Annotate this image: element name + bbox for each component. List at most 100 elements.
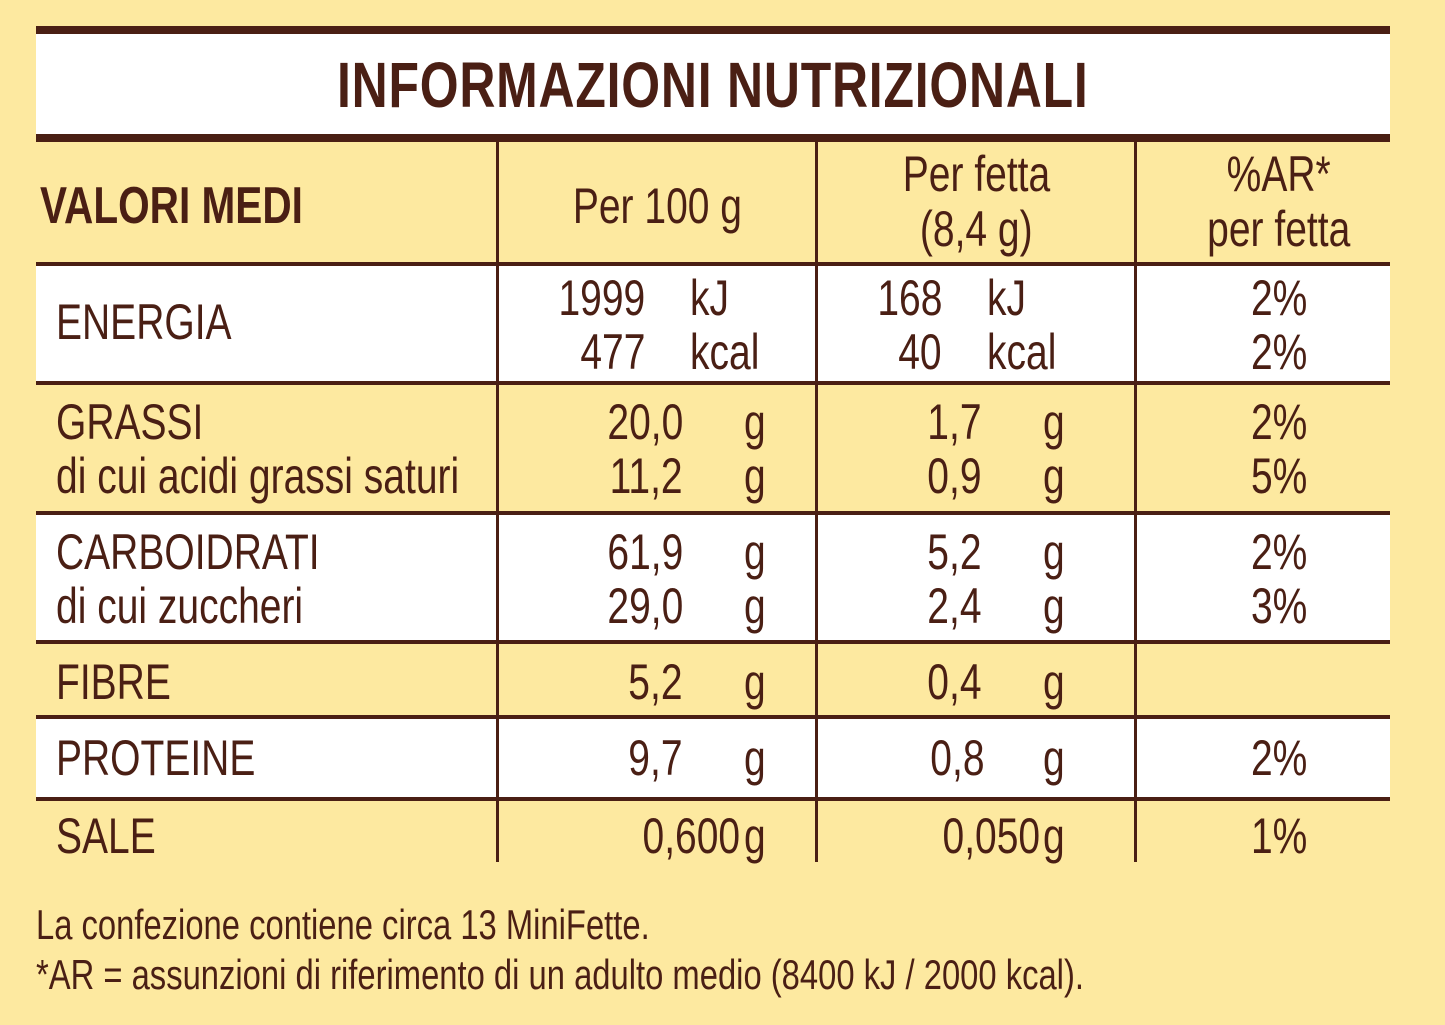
header-col3-line1: %AR* [1226,146,1332,202]
row-divider [36,797,1390,801]
footer-package-note: La confezione contiene circa 13 MiniFett… [36,902,823,948]
label-text: PROTEINE [56,730,256,786]
ar-value: 2% [1137,732,1421,784]
unit-text: g [1043,524,1065,580]
per100-unit: kcal [690,326,779,378]
title-band [36,34,1390,134]
perslice-value: 0,8 [830,732,985,784]
row-label-proteine: PROTEINE [56,732,312,784]
ar-value: 2% [1137,272,1421,324]
unit-text: g [744,654,766,710]
ar-text: 2% [1250,394,1308,450]
label-text: GRASSI [56,394,204,450]
value-text: 20,0 [607,394,683,450]
per100-value: 0,600 [520,810,740,862]
row-label-energia: ENERGIA [56,296,281,348]
value-text: 5,2 [628,654,683,710]
ar-text: 2% [1250,324,1308,380]
row-divider [36,381,1390,385]
ar-text: 2% [1250,270,1308,326]
ar-value: 2% [1137,326,1421,378]
per100-unit: g [744,450,772,502]
row-label-fibre: FIBRE [56,656,203,708]
header-col0-text: VALORI MEDI [40,177,303,235]
value-text: 0,9 [927,448,982,504]
value-text: 0,050 [942,808,1040,864]
value-text: 477 [579,324,645,380]
row-sublabel-saturi: di cui acidi grassi saturi [56,450,573,502]
header-col2-line2: (8,4 g) [919,201,1033,257]
per100-unit: kJ [690,272,740,324]
per100-value: 11,2 [520,450,683,502]
unit-text: g [744,448,766,504]
ar-value: 2% [1137,396,1421,448]
per100-value: 20,0 [520,396,683,448]
label-text: CARBOIDRATI [56,524,320,580]
per100-value: 5,2 [520,656,683,708]
per100-value: 29,0 [520,580,683,632]
header-per-fetta-weight: (8,4 g) [818,203,1134,255]
value-text: 40 [898,324,942,380]
value-text: 2,4 [927,578,982,634]
footer-line1-text: La confezione contiene circa 13 MiniFett… [36,901,650,948]
ar-text: 5% [1250,448,1308,504]
row-label-grassi: GRASSI [56,396,245,448]
ar-value: 5% [1137,450,1421,502]
row-sublabel-zuccheri: di cui zuccheri [56,580,373,632]
header-ar: %AR* [1137,148,1421,200]
ar-text: 1% [1250,808,1308,864]
perslice-value: 168 [830,272,942,324]
row-label-carboidrati: CARBOIDRATI [56,526,394,578]
per100-unit: g [744,580,772,632]
value-text: 0,4 [927,654,982,710]
title-bottom-rule [36,134,1390,142]
header-col3-line2: per fetta [1207,201,1351,257]
row-band-carboidrati [36,513,1390,642]
ar-value: 3% [1137,580,1421,632]
value-text: 61,9 [607,524,683,580]
unit-text: g [744,730,766,786]
header-ar-per-fetta: per fetta [1137,203,1421,255]
unit-text: kcal [690,324,760,380]
row-label-sale: SALE [56,810,184,862]
footer-line2-text: *AR = assunzioni di riferimento di un ad… [36,951,1084,998]
per100-value: 61,9 [520,526,683,578]
unit-text: kcal [987,324,1057,380]
column-divider [496,142,499,862]
ar-text: 2% [1250,730,1308,786]
value-text: 1999 [558,270,645,326]
unit-text: kJ [690,270,729,326]
ar-text: 3% [1250,578,1308,634]
perslice-unit: g [1043,396,1071,448]
value-text: 0,600 [642,808,740,864]
header-col2-line1: Per fetta [902,146,1050,202]
header-valori-medi: VALORI MEDI [40,180,377,232]
row-divider [36,640,1390,644]
header-per-fetta: Per fetta [818,148,1134,200]
unit-text: g [744,394,766,450]
unit-text: g [1043,578,1065,634]
unit-text: g [1043,808,1065,864]
unit-text: g [744,578,766,634]
table-title: INFORMAZIONI NUTRIZIONALI [36,40,1390,130]
sublabel-text: di cui acidi grassi saturi [56,448,460,504]
table-title-text: INFORMAZIONI NUTRIZIONALI [337,49,1089,121]
header-per-100g: Per 100 g [499,180,815,232]
perslice-unit: g [1043,526,1071,578]
perslice-value: 5,2 [830,526,982,578]
perslice-value: 2,4 [830,580,982,632]
unit-text: g [1043,394,1065,450]
perslice-value: 0,4 [830,656,982,708]
value-text: 11,2 [609,448,683,504]
row-band-energia [36,264,1390,383]
perslice-unit: kJ [987,272,1037,324]
per100-unit: g [744,732,772,784]
perslice-value: 0,9 [830,450,982,502]
unit-text: g [744,808,766,864]
sublabel-text: di cui zuccheri [56,578,304,634]
per100-value: 1999 [520,272,645,324]
column-divider [815,142,818,862]
row-divider [36,262,1390,266]
per100-value: 9,7 [520,732,683,784]
perslice-unit: kcal [987,326,1076,378]
